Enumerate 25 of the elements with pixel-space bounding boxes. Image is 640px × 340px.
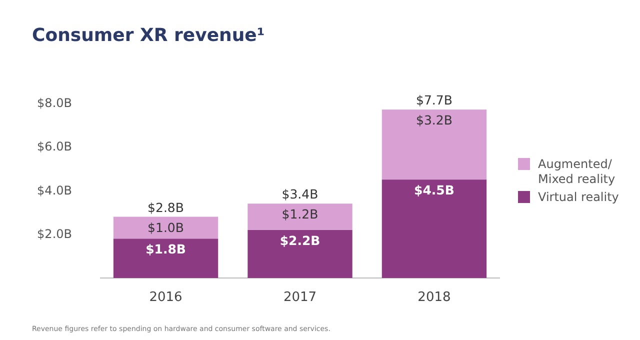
x-tick-label: 2017	[283, 290, 317, 306]
legend-label: Virtual reality	[538, 190, 619, 204]
y-tick-label: $8.0B	[37, 96, 72, 110]
bar	[113, 216, 218, 239]
data-label: $1.8B	[146, 242, 186, 257]
data-label: $4.5B	[414, 182, 454, 198]
y-tick-label: $6.0B	[37, 140, 72, 154]
bar	[382, 180, 487, 278]
bar	[382, 110, 487, 180]
data-label: $2.2B	[280, 232, 320, 248]
data-label: $3.2B	[416, 112, 452, 128]
legend-label: Augmented/ Mixed reality	[538, 157, 616, 186]
data-label: $1.0B	[148, 220, 184, 235]
total-label: $7.7B	[416, 92, 452, 108]
data-label: $1.2B	[282, 206, 318, 222]
bar	[248, 230, 352, 278]
bar	[113, 238, 218, 278]
y-tick-label: $2.0B	[37, 227, 72, 242]
bar	[248, 204, 352, 230]
total-label: $3.4B	[282, 186, 318, 202]
y-tick-label: $4.0B	[37, 183, 72, 198]
total-label: $2.8B	[148, 200, 184, 215]
chart-title: Consumer XR revenue¹	[32, 25, 265, 46]
x-tick-label: 2016	[149, 290, 182, 306]
x-tick-label: 2018	[418, 290, 451, 306]
